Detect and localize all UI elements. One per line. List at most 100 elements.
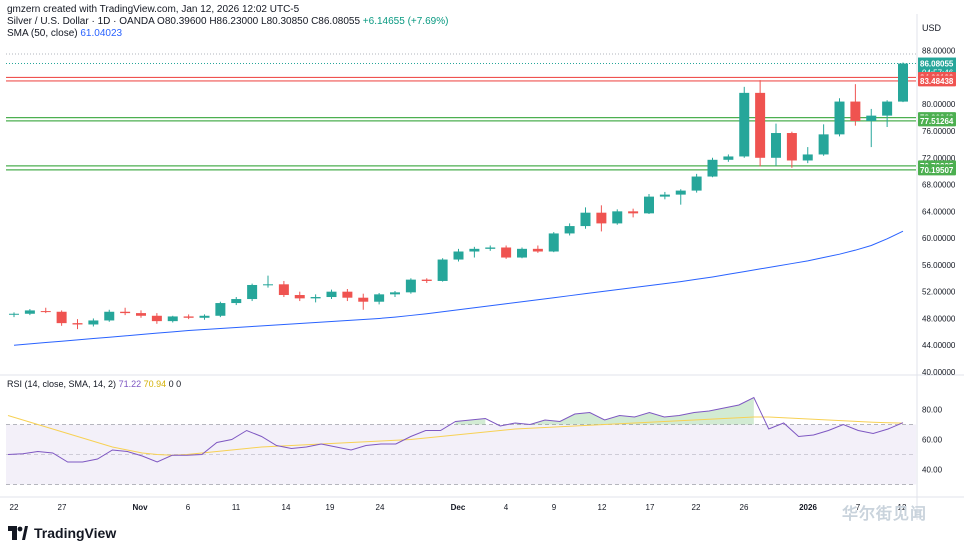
candle [755,80,766,167]
candle-body [263,284,273,286]
time-tick-label: 2026 [799,503,817,512]
time-tick-label: 27 [58,503,67,512]
candle [548,232,559,253]
currency-label: USD [922,23,942,33]
candle-body [501,247,512,258]
brand-name: TradingView [34,525,117,541]
time-tick-label: 11 [232,503,241,512]
candle-body [247,284,258,300]
price-level-badge: 83.48438 [918,75,956,87]
time-tick-label: 9 [552,503,557,512]
rsi-line [7,396,904,463]
candle-body [707,159,718,177]
time-tick-label: 14 [282,503,291,512]
candle-body [405,279,416,293]
chart-header: gmzern created with TradingView.com, Jan… [7,4,448,40]
candle-body [72,323,83,325]
candle [818,124,829,156]
candle [786,131,797,168]
candle-body [596,212,607,224]
price-level-badge: 77.51264 [918,115,956,127]
candle [56,310,67,326]
candle [469,246,480,258]
candle [834,98,845,137]
candle [882,100,893,128]
time-tick-label: 4 [504,503,509,512]
candle [580,207,591,229]
tradingview-logo-icon [8,526,28,540]
candle-body [612,211,623,224]
rsi-axis: 40.00 60.00 80.00 [922,406,943,475]
time-tick-label: 22 [10,503,19,512]
candle [501,245,512,259]
candle [866,108,877,148]
candle [104,309,115,322]
sma-line [13,230,904,346]
price-level-badge-bg [918,164,956,176]
candle [644,193,654,215]
price-tick-label: 60.00000 [922,234,956,243]
candle [183,314,194,320]
price-level-badge-text: 83.48438 [920,77,954,86]
rsi-pane [6,396,916,485]
candle-body [167,316,178,322]
candle-body [755,92,766,158]
candle [675,189,686,205]
rsi-tick-label: 60.00 [922,436,943,445]
price-tick-label: 88.00000 [922,47,956,56]
candle [390,291,400,298]
candle-body [866,115,877,121]
price-tick-label: 48.00000 [922,314,956,323]
rsi-extra: 0 0 [168,379,182,389]
candle [596,205,607,232]
candle-body [88,320,99,325]
time-tick-label: 12 [598,503,607,512]
candle-body [628,211,639,214]
candle-body [310,297,321,299]
price-tick-label: 56.00000 [922,261,956,270]
candle [850,84,861,126]
candle [723,154,734,162]
candle-body [358,297,369,302]
rsi-legend[interactable]: RSI (14, close, SMA, 14, 2) 71.22 70.94 … [7,379,181,390]
price-level-badge-text: 77.51264 [920,117,954,126]
candle-body [532,248,543,252]
candle [136,310,146,318]
candle-body [9,313,19,315]
candle-body [326,291,337,298]
candle-body [771,133,781,158]
candle [151,313,162,324]
candle-body [691,176,702,191]
rsi-label: RSI (14, close, SMA, 14, 2) [7,379,117,389]
candle [167,315,178,323]
candle-body [136,313,146,316]
candle-body [675,190,686,195]
candle [802,147,813,164]
symbol-line: Silver / U.S. Dollar · 1D · OANDA O80.39… [7,16,448,28]
author-line: gmzern created with TradingView.com, Jan… [7,4,300,15]
candle [485,245,496,251]
candle [231,297,242,306]
rsi-sma-value: 70.94 [143,379,167,389]
candle [564,223,575,236]
candle-body [517,248,527,258]
price-tick-label: 64.00000 [922,207,956,216]
tradingview-brand[interactable]: TradingView [8,525,116,541]
candle-body [644,196,654,214]
price-level-badge-bg [918,75,956,87]
candle-body [342,291,353,298]
candle [278,280,289,298]
candle [612,209,623,225]
candle [898,62,908,103]
candle-body [786,133,797,161]
candle-body [151,315,162,322]
symbol-label[interactable]: Silver / U.S. Dollar · 1D · OANDA [7,16,155,27]
time-tick-label: 26 [740,503,749,512]
time-tick-label: Nov [132,503,148,512]
candle-body [850,101,861,121]
sma-legend[interactable]: SMA (50, close) 61.04023 [7,28,448,40]
candle-body [183,316,194,318]
candle [405,278,416,294]
candle-body [834,101,845,135]
